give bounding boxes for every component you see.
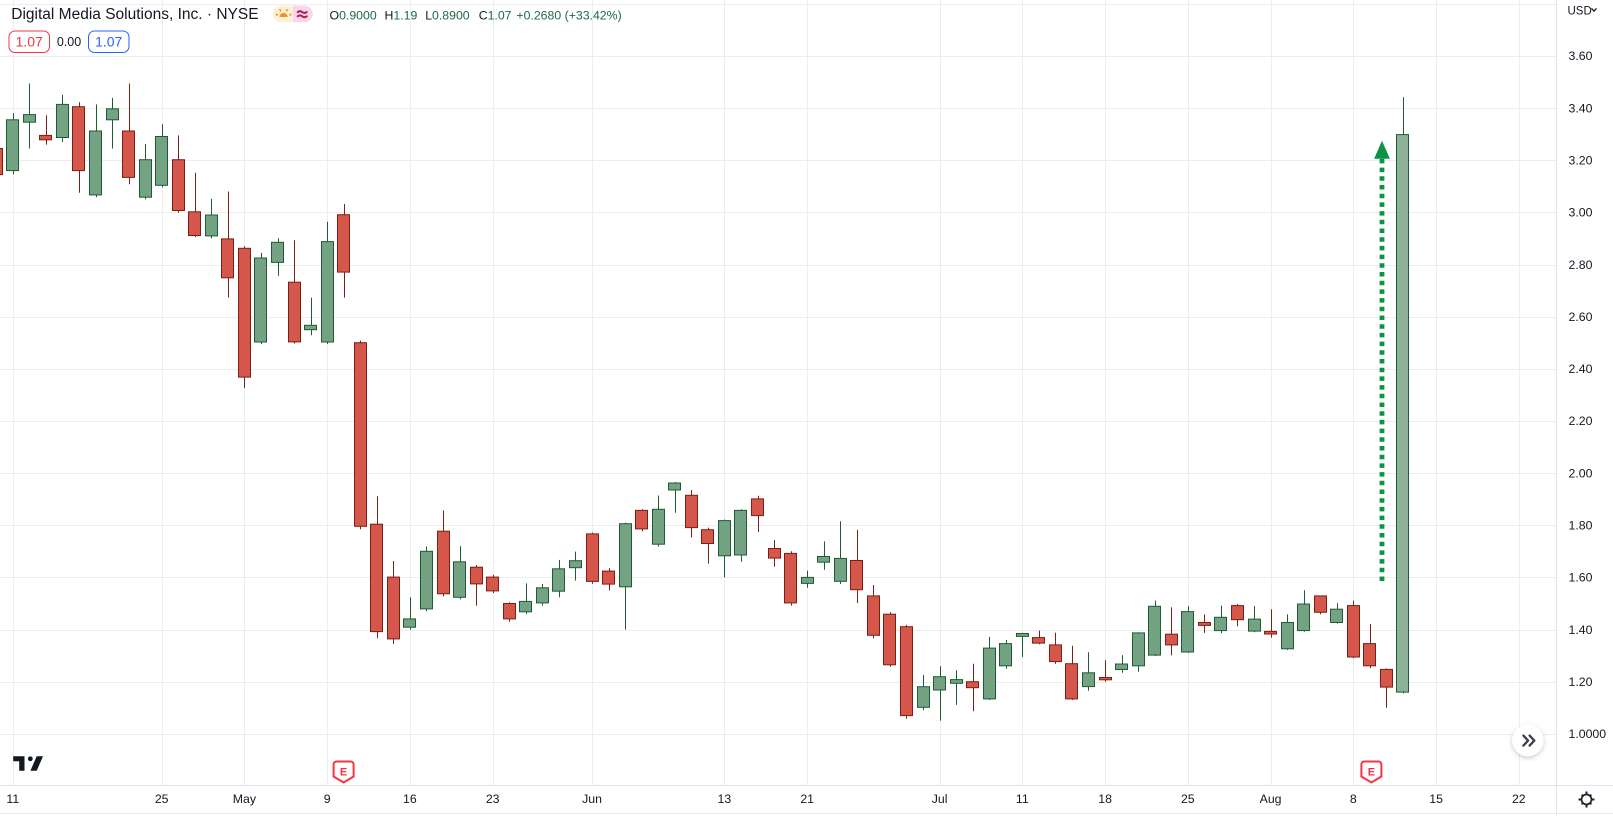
svg-text:23: 23 bbox=[486, 792, 500, 806]
svg-text:1.07: 1.07 bbox=[95, 34, 122, 50]
svg-text:2.40: 2.40 bbox=[1569, 362, 1593, 376]
svg-text:E: E bbox=[1368, 767, 1375, 779]
svg-text:3.60: 3.60 bbox=[1569, 49, 1593, 63]
svg-text:2.20: 2.20 bbox=[1569, 414, 1593, 428]
svg-text:3.20: 3.20 bbox=[1569, 154, 1593, 168]
svg-text:1.80: 1.80 bbox=[1569, 519, 1593, 533]
svg-text:May: May bbox=[233, 792, 257, 806]
svg-text:21: 21 bbox=[800, 792, 814, 806]
svg-text:9: 9 bbox=[324, 792, 331, 806]
svg-text:1.07: 1.07 bbox=[16, 34, 43, 50]
svg-text:25: 25 bbox=[1181, 792, 1195, 806]
svg-text:Jul: Jul bbox=[932, 792, 948, 806]
svg-text:18: 18 bbox=[1098, 792, 1112, 806]
svg-text:1.60: 1.60 bbox=[1569, 571, 1593, 585]
svg-text:1.20: 1.20 bbox=[1569, 675, 1593, 689]
svg-text:11: 11 bbox=[1016, 792, 1029, 806]
svg-text:13: 13 bbox=[718, 792, 732, 806]
svg-text:15: 15 bbox=[1429, 792, 1443, 806]
svg-text:0.00: 0.00 bbox=[57, 35, 81, 49]
svg-text:11: 11 bbox=[6, 792, 19, 806]
svg-text:1.0000: 1.0000 bbox=[1569, 727, 1607, 741]
svg-text:2.00: 2.00 bbox=[1569, 466, 1593, 480]
svg-text:Aug: Aug bbox=[1260, 792, 1282, 806]
svg-text:3.40: 3.40 bbox=[1569, 101, 1593, 115]
svg-text:2.60: 2.60 bbox=[1569, 310, 1593, 324]
svg-text:8: 8 bbox=[1350, 792, 1357, 806]
svg-text:1.40: 1.40 bbox=[1569, 623, 1593, 637]
svg-text:25: 25 bbox=[155, 792, 169, 806]
svg-text:Jun: Jun bbox=[582, 792, 602, 806]
svg-text:Digital Media Solutions, Inc.: Digital Media Solutions, Inc. · NYSE bbox=[11, 6, 258, 23]
svg-text:E: E bbox=[340, 767, 347, 779]
svg-text:22: 22 bbox=[1512, 792, 1526, 806]
svg-text:2.80: 2.80 bbox=[1569, 258, 1593, 272]
svg-text:USD: USD bbox=[1568, 5, 1592, 17]
svg-text:3.00: 3.00 bbox=[1569, 206, 1593, 220]
svg-text:16: 16 bbox=[403, 792, 417, 806]
